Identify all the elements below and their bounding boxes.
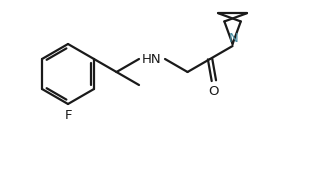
Text: O: O <box>209 85 219 98</box>
Text: F: F <box>64 109 72 122</box>
Text: HN: HN <box>142 52 162 66</box>
Text: N: N <box>229 32 238 45</box>
